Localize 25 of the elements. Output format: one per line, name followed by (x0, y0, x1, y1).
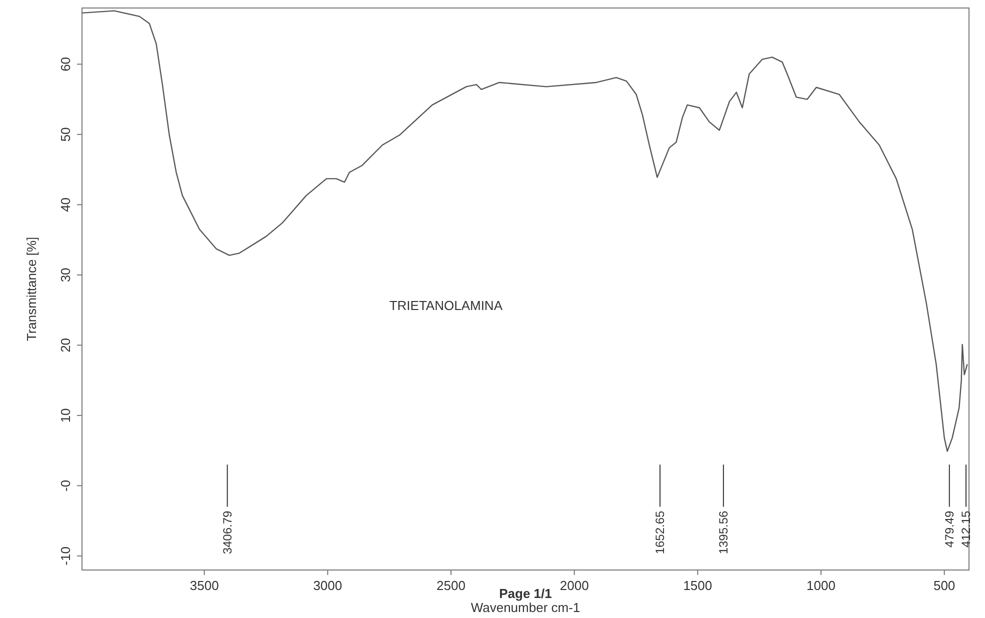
y-tick-label: 10 (58, 408, 73, 423)
x-tick-label: 500 (933, 578, 956, 593)
y-tick-label: -10 (58, 546, 73, 566)
x-tick-label: 3000 (313, 578, 342, 593)
x-tick-label: 2000 (560, 578, 589, 593)
x-tick-label: 1500 (683, 578, 712, 593)
ref-line-label: 3406.79 (220, 510, 234, 554)
x-tick-label: 3500 (190, 578, 219, 593)
x-axis-title: Wavenumber cm-1 (470, 600, 580, 615)
y-tick-label: 50 (58, 127, 73, 142)
y-tick-label: 30 (58, 268, 73, 282)
y-tick-label: -0 (58, 480, 73, 492)
ref-line-label: 1395.56 (716, 510, 730, 554)
y-tick-label: 40 (58, 197, 73, 212)
annotation: TRIETANOLAMINA (389, 298, 503, 314)
line-series (82, 10, 968, 452)
ref-line-label: 479.49 (942, 510, 956, 548)
ref-line-label: 412.15 (959, 510, 974, 548)
y-axis-title: Transmittance [%] (24, 236, 39, 342)
x-tick-label: 1000 (806, 578, 836, 593)
x-tick-label: 2500 (436, 578, 466, 593)
y-tick-label: 60 (58, 56, 73, 72)
y-tick-label: 20 (58, 338, 73, 352)
text: Page 1/1 (499, 586, 552, 601)
ref-line-label: 1652.65 (653, 510, 668, 554)
